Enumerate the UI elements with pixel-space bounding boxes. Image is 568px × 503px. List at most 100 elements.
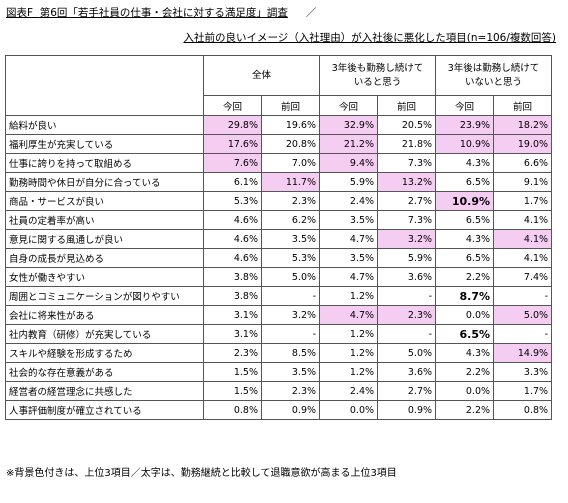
value-cell: 1.2% — [319, 362, 379, 382]
col-header-prev: 前回 — [377, 95, 437, 116]
row-label: 意見に関する風通しが良い — [5, 229, 204, 249]
table-row: 福利厚生が充実している 17.6% 20.8% 21.2% 21.8% 10.9% 19.0… — [5, 134, 553, 154]
value-cell: 3.5% — [319, 210, 379, 230]
table-row: 社会的な存在意義がある 1.5% 3.5% 1.2% 3.6% 2.2% 3.3% — [5, 362, 553, 382]
value-cell: 2.7% — [377, 191, 437, 211]
value-cell: 23.9% — [435, 115, 495, 135]
value-cell: 3.6% — [377, 267, 437, 287]
value-cell: 6.1% — [203, 172, 262, 192]
value-cell: 14.9% — [493, 343, 553, 363]
value-cell: 0.9% — [377, 400, 437, 420]
value-cell: 1.7% — [493, 381, 553, 401]
footnote: ※背景色付きは、上位3項目／太字は、勤務継続と比較して退職意欲が高まる上位3項目 — [6, 468, 397, 479]
figure-title: 図表F 第6回「若手社員の仕事・会社に対する満足度」調査 ／ — [6, 5, 316, 20]
row-label: 福利厚生が充実している — [5, 134, 204, 154]
value-cell: 10.9% — [435, 191, 495, 211]
value-cell: 4.7% — [319, 267, 379, 287]
row-label: 商品・サービスが良い — [5, 191, 204, 211]
table-subtitle: 入社前の良いイメージ（入社理由）が入社後に悪化した項目(n=106/複数回答) — [183, 32, 556, 44]
value-cell: 19.0% — [493, 134, 553, 154]
value-cell: 9.1% — [493, 172, 553, 192]
value-cell: 2.2% — [435, 267, 495, 287]
value-cell: 0.9% — [260, 400, 321, 420]
value-cell: 5.0% — [260, 267, 321, 287]
table-row: 意見に関する風通しが良い 4.6% 3.5% 4.7% 3.2% 4.3% 4.1% — [5, 229, 553, 249]
value-cell: 3.8% — [203, 286, 262, 306]
group-header-leave: 3年後は勤務し続けて いないと思う — [435, 55, 553, 96]
table-row: スキルや経験を形成するため 2.3% 8.5% 1.2% 5.0% 4.3% 14.9% — [5, 343, 553, 363]
row-label: 社内教育（研修）が充実している — [5, 324, 204, 344]
value-cell: 2.4% — [319, 381, 379, 401]
value-cell: 3.8% — [203, 267, 262, 287]
table-row: 自身の成長が見込める 4.6% 5.3% 3.5% 5.9% 6.5% 4.1% — [5, 248, 553, 268]
value-cell: 7.0% — [260, 153, 321, 173]
value-cell: - — [260, 286, 321, 306]
value-cell: - — [377, 286, 437, 306]
value-cell: 1.5% — [203, 381, 262, 401]
value-cell: 1.7% — [493, 191, 553, 211]
value-cell: 5.9% — [377, 248, 437, 268]
value-cell: 5.0% — [493, 305, 553, 325]
row-label: 給料が良い — [5, 115, 204, 135]
value-cell: 3.5% — [319, 248, 379, 268]
table-row: 会社に将来性がある 3.1% 3.2% 4.7% 2.3% 0.0% 5.0% — [5, 305, 553, 325]
value-cell: 2.2% — [435, 400, 495, 420]
figure-title-text: 第6回「若手社員の仕事・会社に対する満足度」調査 — [39, 7, 288, 19]
value-cell: 0.0% — [319, 400, 379, 420]
value-cell: 3.5% — [260, 362, 321, 382]
value-cell: 13.2% — [377, 172, 437, 192]
value-cell: 21.2% — [319, 134, 379, 154]
results-table: 全体 3年後も勤務し続けて いると思う 3年後は勤務し続けて いないと思う 今回 前… — [5, 55, 553, 420]
table-row: 仕事に誇りを持って取組める 7.6% 7.0% 9.4% 7.3% 4.3% 6.6% — [5, 153, 553, 173]
value-cell: 7.3% — [377, 210, 437, 230]
table-row: 人事評価制度が確立されている 0.8% 0.9% 0.0% 0.9% 2.2% 0.8% — [5, 400, 553, 420]
value-cell: 0.8% — [203, 400, 262, 420]
value-cell: 29.8% — [203, 115, 262, 135]
value-cell: 4.3% — [435, 343, 495, 363]
value-cell: 2.3% — [203, 343, 262, 363]
col-header-prev: 前回 — [260, 95, 321, 116]
value-cell: 1.5% — [203, 362, 262, 382]
row-label: 自身の成長が見込める — [5, 248, 204, 268]
value-cell: 17.6% — [203, 134, 262, 154]
value-cell: 20.5% — [377, 115, 437, 135]
table-row: 社員の定着率が高い 4.6% 6.2% 3.5% 7.3% 6.5% 4.1% — [5, 210, 553, 230]
group-header-all: 全体 — [202, 55, 321, 96]
value-cell: 3.6% — [377, 362, 437, 382]
value-cell: 2.2% — [435, 362, 495, 382]
col-header-now: 今回 — [203, 95, 262, 116]
table-row: 社内教育（研修）が充実している 3.1% -1.2% -6.5% - — [5, 324, 553, 344]
value-cell: 0.0% — [435, 305, 495, 325]
row-label: 会社に将来性がある — [5, 305, 204, 325]
value-cell: 18.2% — [493, 115, 553, 135]
value-cell: 32.9% — [319, 115, 379, 135]
row-label: 女性が働きやすい — [5, 267, 204, 287]
value-cell: 10.9% — [435, 134, 495, 154]
value-cell: 2.3% — [260, 381, 321, 401]
value-cell: - — [377, 324, 437, 344]
value-cell: 5.3% — [203, 191, 262, 211]
value-cell: 6.5% — [435, 210, 495, 230]
value-cell: 6.5% — [435, 324, 495, 344]
value-cell: 2.7% — [377, 381, 437, 401]
value-cell: 4.1% — [493, 248, 553, 268]
table-row: 女性が働きやすい 3.8% 5.0% 4.7% 3.6% 2.2% 7.4% — [5, 267, 553, 287]
group-header-stay: 3年後も勤務し続けて いると思う — [319, 55, 437, 96]
value-cell: 3.1% — [203, 305, 262, 325]
value-cell: 3.5% — [260, 229, 321, 249]
row-label: 人事評価制度が確立されている — [5, 400, 204, 420]
value-cell: 3.1% — [203, 324, 262, 344]
value-cell: 4.1% — [493, 229, 553, 249]
value-cell: 8.5% — [260, 343, 321, 363]
value-cell: 4.1% — [493, 210, 553, 230]
value-cell: 7.3% — [377, 153, 437, 173]
value-cell: 21.8% — [377, 134, 437, 154]
header-corner — [5, 55, 204, 116]
row-label: 勤務時間や休日が自分に合っている — [5, 172, 204, 192]
value-cell: 6.5% — [435, 248, 495, 268]
value-cell: 4.6% — [203, 248, 262, 268]
value-cell: 1.2% — [319, 286, 379, 306]
row-label: 経営者の経営理念に共感した — [5, 381, 204, 401]
value-cell: - — [493, 324, 553, 344]
table-row: 周囲とコミュニケーションが図りやすい 3.8% -1.2% -8.7% - — [5, 286, 553, 306]
